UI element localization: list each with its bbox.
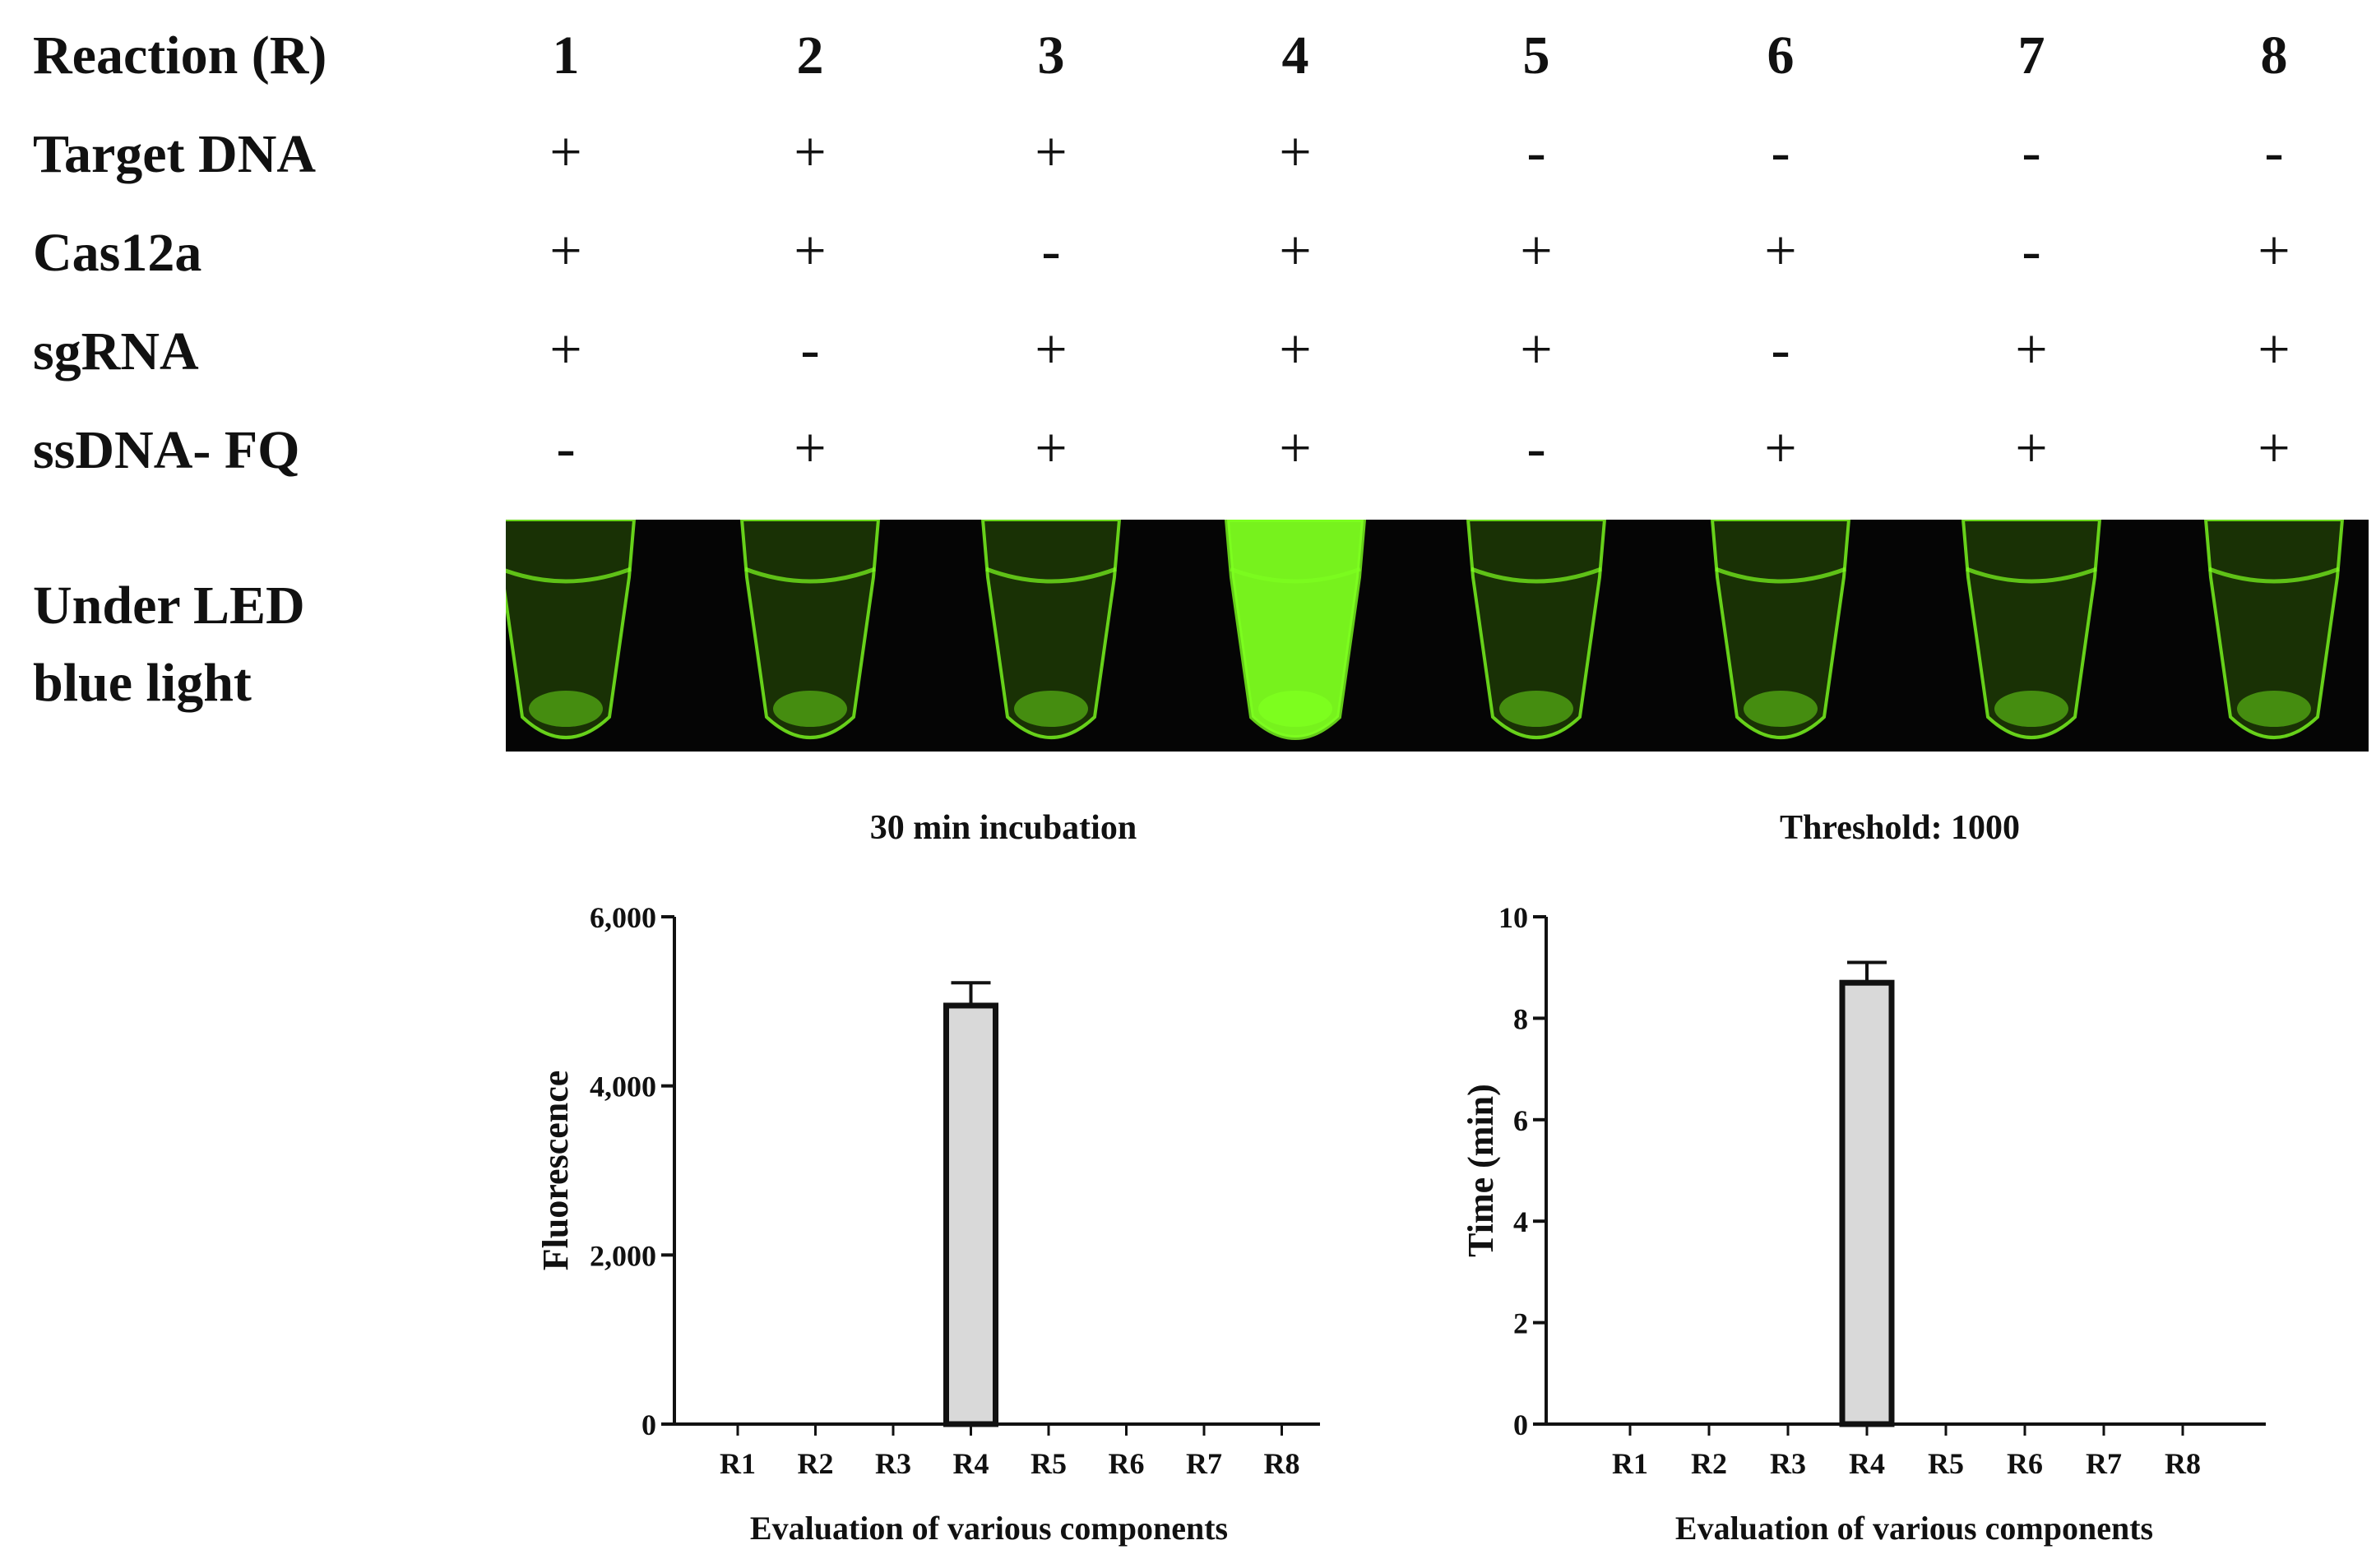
table-cell: + <box>1520 220 1553 283</box>
reaction-header-label: Reaction (R) <box>33 25 327 86</box>
bar-R4 <box>1839 979 1895 1427</box>
x-axis-label: Evaluation of various components <box>750 1510 1228 1547</box>
x-tick-label: R3 <box>1770 1447 1806 1480</box>
x-tick-label: R7 <box>1186 1447 1222 1480</box>
row-label-target-dna: Target DNA <box>33 124 317 184</box>
chart-title: Threshold: 1000 <box>1780 809 2020 847</box>
y-tick-label: 6 <box>1513 1104 1528 1137</box>
table-cell: + <box>2258 318 2290 382</box>
table-cell: + <box>2258 220 2290 283</box>
fluorescence-bar-chart: 30 min incubation 0 2,000 4,000 6,000 R1 R2 R3 R… <box>535 809 1320 1547</box>
bar-R4 <box>943 1002 998 1427</box>
table-cell: - <box>1526 417 1546 480</box>
x-tick-label: R7 <box>2086 1447 2122 1480</box>
table-cell: + <box>794 121 827 184</box>
reaction-number-6: 6 <box>1767 25 1795 86</box>
table-cell: - <box>556 417 576 480</box>
tube-3 <box>980 520 1122 739</box>
led-label-line1: Under LED <box>33 576 305 636</box>
x-tick-label: R2 <box>1691 1447 1727 1480</box>
reaction-number-1: 1 <box>552 25 580 86</box>
tube-1 <box>506 520 637 739</box>
x-tick-label: R2 <box>798 1447 834 1480</box>
table-cell: - <box>2264 121 2284 184</box>
led-label-line2: blue light <box>33 653 252 713</box>
reaction-number-7: 7 <box>2017 25 2045 86</box>
table-cell: + <box>1279 121 1312 184</box>
y-axis-label: Fluorescence <box>535 1071 576 1271</box>
tube-4 <box>1224 520 1367 740</box>
table-cell: - <box>2022 121 2041 184</box>
table-cell: - <box>1041 220 1061 283</box>
table-cell: + <box>1279 417 1312 480</box>
table-cell: + <box>2258 417 2290 480</box>
table-cell: + <box>1035 417 1068 480</box>
x-tick-label: R1 <box>1612 1447 1648 1480</box>
table-cell: - <box>800 318 820 382</box>
y-tick-label: 6,000 <box>590 901 656 934</box>
reaction-number-5: 5 <box>1522 25 1550 86</box>
table-cell: + <box>1279 318 1312 382</box>
x-tick-label: R6 <box>2007 1447 2043 1480</box>
time-bar-chart: Threshold: 1000 0 2 4 6 8 10 R1 R2 R3 R4 R5 R6 R7 R8 Ev… <box>1461 809 2266 1547</box>
x-tick-label: R8 <box>2165 1447 2201 1480</box>
chart-title: 30 min incubation <box>870 809 1137 847</box>
table-cell: - <box>2022 220 2041 283</box>
y-tick-label: 0 <box>1513 1408 1528 1441</box>
y-tick-label: 2 <box>1513 1307 1528 1340</box>
reaction-number-8: 8 <box>2260 25 2288 86</box>
table-cell: + <box>1035 318 1068 382</box>
x-tick-label: R5 <box>1031 1447 1067 1480</box>
x-tick-label: R4 <box>953 1447 989 1480</box>
table-cell: + <box>549 318 582 382</box>
y-tick-label: 4 <box>1513 1205 1528 1238</box>
table-cell: + <box>2015 318 2048 382</box>
table-cell: + <box>1279 220 1312 283</box>
table-cell: - <box>1771 121 1790 184</box>
table-cell: + <box>794 220 827 283</box>
x-tick-label: R8 <box>1264 1447 1300 1480</box>
y-tick-label: 10 <box>1498 901 1528 934</box>
x-tick-label: R3 <box>875 1447 911 1480</box>
y-axis-label: Time (min) <box>1461 1084 1501 1257</box>
x-tick-label: R4 <box>1849 1447 1885 1480</box>
tube-6 <box>1710 520 1851 739</box>
x-tick-label: R5 <box>1928 1447 1964 1480</box>
row-label-sgrna: sgRNA <box>33 321 199 382</box>
x-axis-label: Evaluation of various components <box>1675 1510 2153 1547</box>
table-cell: + <box>1035 121 1068 184</box>
table-cell: + <box>549 220 582 283</box>
table-cell: + <box>794 417 827 480</box>
led-label: Under LED blue light <box>33 567 305 722</box>
tube-7 <box>1961 520 2102 739</box>
row-label-ssdna-fq: ssDNA- FQ <box>33 420 300 480</box>
table-cell: + <box>1764 220 1797 283</box>
table-cell: + <box>1520 318 1553 382</box>
row-label-cas12a: Cas12a <box>33 223 202 283</box>
table-cell: + <box>549 121 582 184</box>
reaction-number-3: 3 <box>1037 25 1065 86</box>
y-tick-label: 2,000 <box>590 1239 656 1272</box>
table-cell: + <box>1764 417 1797 480</box>
table-cell: + <box>2015 417 2048 480</box>
led-tube-photo <box>506 520 2369 752</box>
y-tick-label: 4,000 <box>590 1071 656 1103</box>
table-cell: - <box>1526 121 1546 184</box>
tube-8 <box>2203 520 2345 739</box>
table-cell: - <box>1771 318 1790 382</box>
y-tick-label: 8 <box>1513 1002 1528 1035</box>
reaction-number-4: 4 <box>1281 25 1309 86</box>
x-tick-label: R6 <box>1109 1447 1145 1480</box>
y-tick-label: 0 <box>641 1408 656 1441</box>
tube-2 <box>739 520 881 739</box>
x-tick-label: R1 <box>720 1447 756 1480</box>
reaction-number-2: 2 <box>796 25 824 86</box>
tube-5 <box>1466 520 1607 739</box>
